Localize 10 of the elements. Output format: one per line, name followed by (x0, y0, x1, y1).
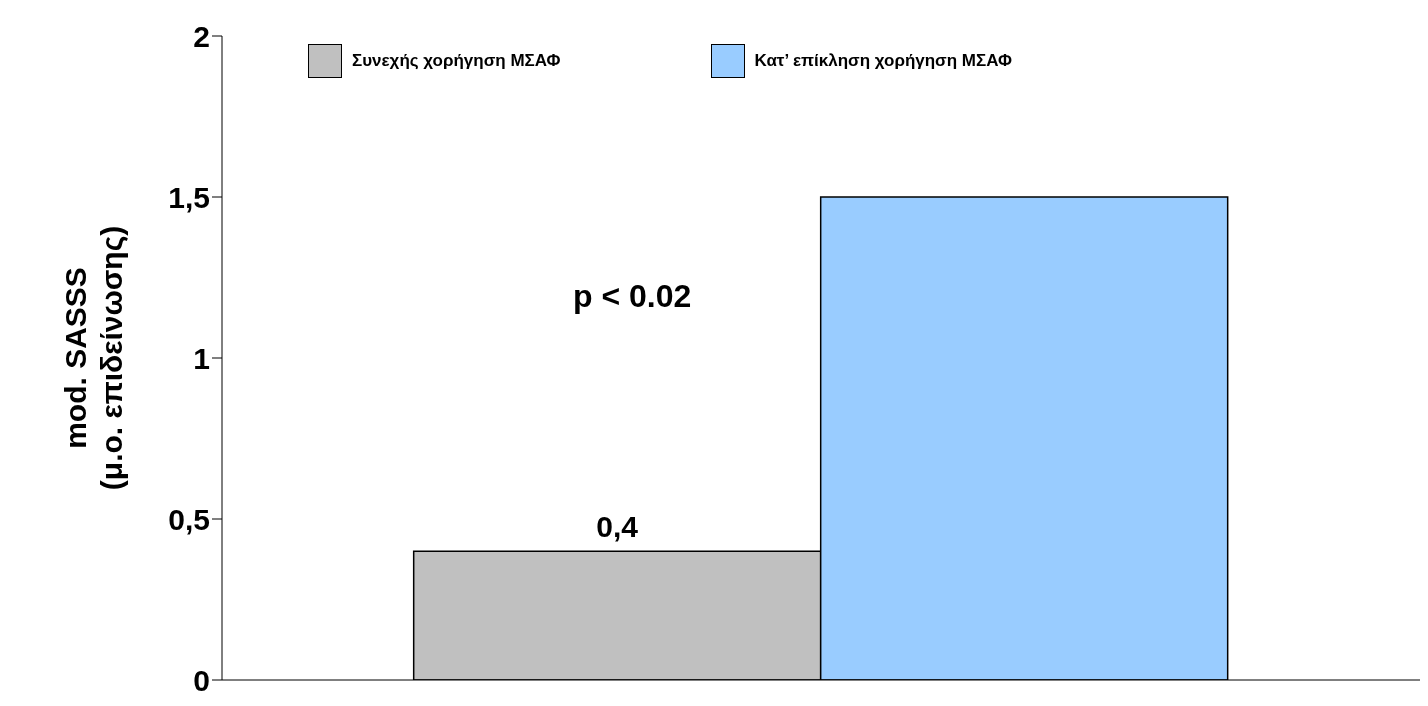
data-label: 0,4 (596, 510, 639, 544)
legend-label: Συνεχής χορήγηση ΜΣΑΦ (352, 51, 561, 71)
y-tick-label: 0 (193, 663, 210, 697)
y-axis-title: mod. SASSS (μ.ο. επιδείνωσης) (59, 225, 128, 491)
y-tick-label: 1,5 (168, 180, 210, 214)
y-tick-label: 0,5 (168, 502, 210, 536)
annotation: p < 0.02 (573, 278, 692, 315)
legend-label: Κατ’ επίκληση χορήγηση ΜΣΑΦ (754, 51, 1012, 71)
y-tick-label: 1 (193, 341, 210, 375)
y-tick-label: 2 (193, 19, 210, 53)
